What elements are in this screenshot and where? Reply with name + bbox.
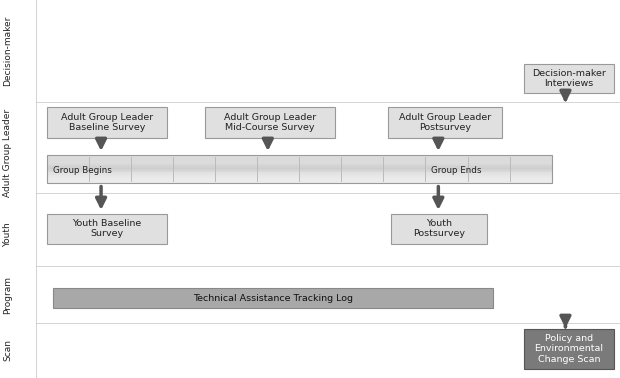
Bar xyxy=(46,168,552,169)
Bar xyxy=(388,107,502,138)
Bar xyxy=(46,155,552,156)
Bar xyxy=(524,329,614,369)
Bar xyxy=(46,175,552,176)
Bar xyxy=(46,182,552,183)
Text: Adult Group Leader
Mid-Course Survey: Adult Group Leader Mid-Course Survey xyxy=(224,113,316,132)
Text: Group Begins: Group Begins xyxy=(53,166,112,175)
Bar xyxy=(46,179,552,181)
Bar xyxy=(46,156,552,158)
Bar xyxy=(46,174,552,175)
Bar xyxy=(46,170,552,172)
Bar xyxy=(46,178,552,179)
Text: Adult Group Leader: Adult Group Leader xyxy=(3,109,12,197)
Text: Technical Assistance Tracking Log: Technical Assistance Tracking Log xyxy=(193,294,353,303)
Text: Policy and
Environmental
Change Scan: Policy and Environmental Change Scan xyxy=(534,334,603,364)
Bar xyxy=(46,107,167,138)
Text: Decision-maker
Interviews: Decision-maker Interviews xyxy=(532,69,606,88)
Bar xyxy=(46,165,552,166)
Text: Scan: Scan xyxy=(3,339,12,361)
Bar xyxy=(46,166,552,168)
Bar xyxy=(46,169,552,170)
Bar xyxy=(46,159,552,161)
Bar xyxy=(46,180,552,182)
Text: Decision-maker: Decision-maker xyxy=(3,16,12,86)
Bar xyxy=(46,172,552,174)
Bar xyxy=(46,163,552,165)
Text: Youth: Youth xyxy=(3,222,12,247)
Text: Adult Group Leader
Postsurvey: Adult Group Leader Postsurvey xyxy=(399,113,491,132)
Text: Group Ends: Group Ends xyxy=(431,166,481,175)
Bar xyxy=(53,288,493,308)
Text: Program: Program xyxy=(3,276,12,314)
Text: Adult Group Leader
Baseline Survey: Adult Group Leader Baseline Survey xyxy=(61,113,153,132)
Bar xyxy=(46,155,552,183)
Bar xyxy=(46,158,552,159)
Bar xyxy=(46,214,167,244)
Text: Youth
Postsurvey: Youth Postsurvey xyxy=(413,219,464,239)
Bar xyxy=(205,107,335,138)
Bar xyxy=(46,176,552,178)
Bar xyxy=(46,161,552,162)
Bar xyxy=(46,162,552,163)
Bar xyxy=(391,214,487,244)
Bar xyxy=(524,64,614,93)
Text: Youth Baseline
Survey: Youth Baseline Survey xyxy=(73,219,141,239)
